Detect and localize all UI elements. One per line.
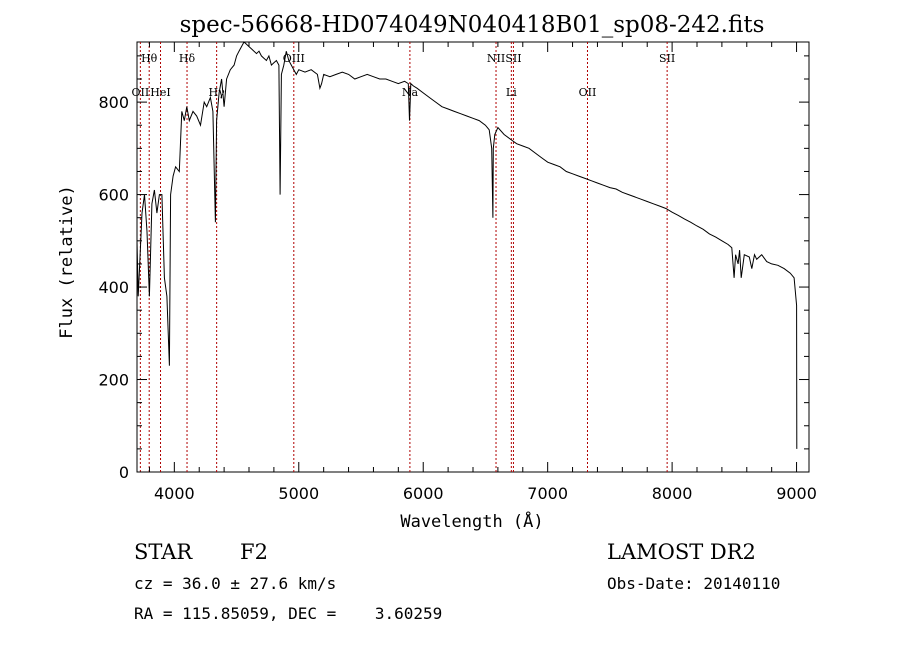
line-marker-label: SII	[659, 52, 675, 65]
y-tick-label: 200	[98, 371, 129, 390]
redshift-readout: cz = 36.0 ± 27.6 km/s	[134, 574, 337, 593]
x-tick-label: 5000	[278, 484, 319, 503]
x-tick-label: 9000	[776, 484, 817, 503]
survey-label: LAMOST DR2	[607, 540, 756, 564]
line-marker-label: Hγ	[209, 86, 226, 99]
line-marker-label: OII	[132, 86, 150, 99]
line-marker-label: Li	[506, 86, 517, 99]
x-tick-label: 4000	[154, 484, 195, 503]
x-tick-label: 6000	[403, 484, 444, 503]
x-tick-label: 8000	[652, 484, 693, 503]
object-class: STAR	[134, 540, 193, 564]
observation-date: Obs-Date: 20140110	[607, 574, 781, 593]
chart-title: spec-56668-HD074049N040418B01_sp08-242.f…	[180, 12, 765, 38]
line-marker-label: Hδ	[179, 52, 196, 65]
line-marker-label: Hθ	[141, 52, 158, 65]
coordinates-readout: RA = 115.85059, DEC = 3.60259	[134, 604, 443, 623]
spectrum-line	[136, 41, 798, 449]
line-marker-label: HeI	[150, 86, 170, 99]
x-axis-label: Wavelength (Å)	[400, 510, 543, 532]
x-tick-label: 7000	[527, 484, 568, 503]
y-tick-label: 600	[98, 186, 129, 205]
plot-frame	[136, 41, 810, 473]
line-marker-label: SII	[505, 52, 521, 65]
axis-ticks: 4000 5000 6000 7000 8000 9000 0 200 400 600 800	[98, 42, 817, 503]
line-marker-label: OII	[579, 86, 597, 99]
y-axis-label: Flux (relative)	[57, 185, 77, 339]
y-tick-label: 0	[119, 463, 129, 482]
y-tick-label: 800	[98, 93, 129, 112]
object-subclass: F2	[240, 540, 268, 564]
line-marker-label: NII	[487, 52, 505, 65]
y-tick-label: 400	[98, 278, 129, 297]
line-marker-label: OIII	[283, 52, 305, 65]
